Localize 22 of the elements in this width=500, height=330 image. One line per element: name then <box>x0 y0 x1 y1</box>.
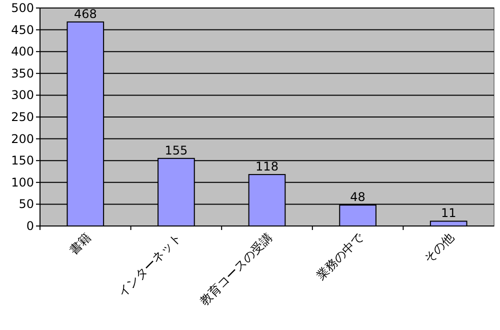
data-label: 155 <box>164 143 188 158</box>
y-tick-label: 450 <box>11 22 34 37</box>
y-tick-label: 300 <box>11 88 34 102</box>
y-tick-label: 200 <box>11 132 34 146</box>
data-label: 11 <box>440 206 456 220</box>
x-tick-label: インターネット <box>115 230 184 300</box>
y-tick-label: 50 <box>18 197 34 212</box>
y-tick-label: 350 <box>11 66 34 80</box>
y-tick-label: 0 <box>26 219 34 233</box>
bar <box>430 220 468 226</box>
data-label: 48 <box>350 190 366 204</box>
x-tick-label: 教育コースの受講 <box>197 230 276 308</box>
y-tick-label: 150 <box>11 154 34 168</box>
x-tick-label: 業務の中で <box>314 230 367 283</box>
x-tick-label: その他 <box>421 230 457 266</box>
y-tick-label: 400 <box>11 44 34 59</box>
y-tick-label: 100 <box>11 175 34 190</box>
x-tick-label: 書籍 <box>66 230 94 258</box>
data-label: 118 <box>256 160 278 174</box>
data-label: 468 <box>74 6 97 21</box>
y-tick-label: 500 <box>11 1 34 15</box>
y-tick-label: 250 <box>11 110 34 124</box>
